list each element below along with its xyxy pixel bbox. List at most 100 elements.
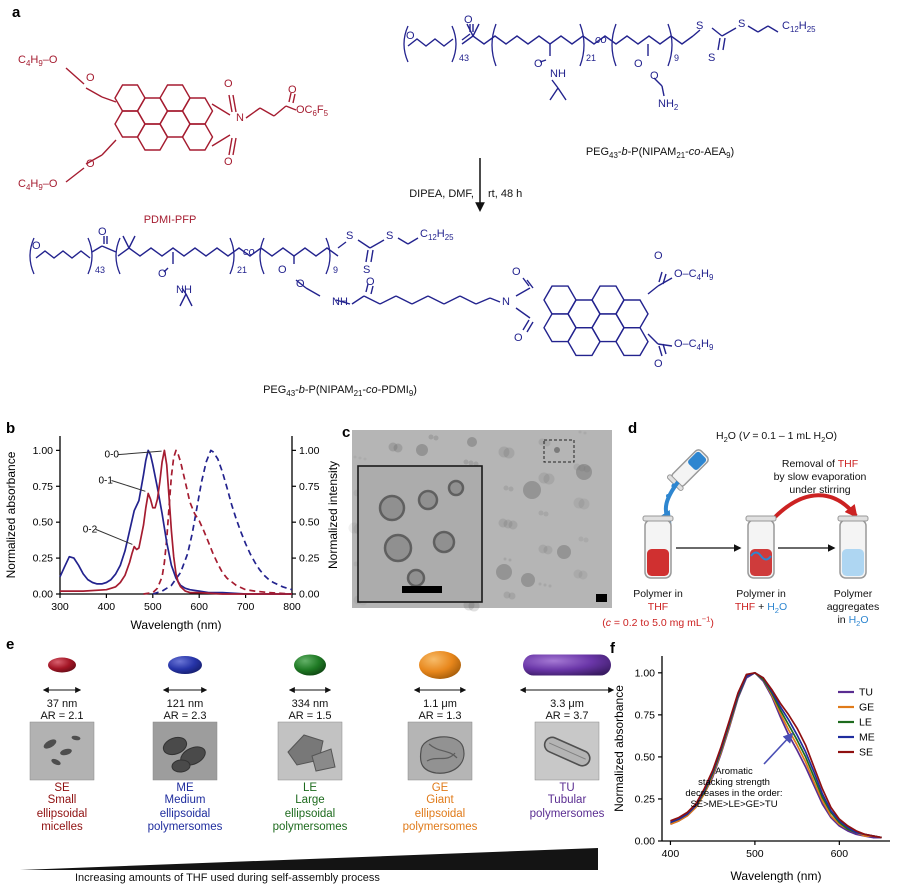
- atom-label-s: S: [346, 230, 354, 242]
- svg-text:300: 300: [51, 601, 69, 613]
- svg-text:Wavelength (nm): Wavelength (nm): [731, 869, 822, 883]
- atom-label-o: O: [512, 266, 521, 278]
- svg-text:Normalized absorbance: Normalized absorbance: [612, 685, 626, 812]
- water-addition-label: H2O (V = 0.1 – 1 mL H2O): [716, 430, 837, 445]
- uvvis-fluorescence-chart: 300 400 500 600 700 800 0.00 0.00 0.25 0.25 0.50 0.…: [4, 424, 340, 634]
- atom-label-o: O: [654, 358, 663, 370]
- svg-text:500: 500: [144, 601, 162, 613]
- svg-text:400: 400: [98, 601, 116, 613]
- atom-label-co: co: [595, 34, 607, 46]
- svg-text:600: 600: [831, 848, 849, 860]
- se-size-label: 37 nm: [46, 698, 78, 710]
- se-width-arrow: [42, 686, 82, 694]
- svg-text:0.00: 0.00: [299, 589, 320, 601]
- svg-text:1.00: 1.00: [33, 445, 54, 457]
- atom-label-o: O: [86, 158, 95, 170]
- atom-label-oc4h9: O–C4H9: [674, 338, 714, 353]
- svg-text:0.50: 0.50: [33, 517, 54, 529]
- le-aspect-ratio-label: AR = 1.5: [288, 710, 332, 722]
- atom-label-o: O: [86, 72, 95, 84]
- tu-tube-graphic: [523, 654, 611, 676]
- se-description: Small ellipsoidal micelles: [36, 794, 88, 834]
- atom-label-o: O: [32, 240, 41, 252]
- atom-label-o: O: [98, 226, 107, 238]
- se-tem-thumbnail: [29, 721, 95, 781]
- atom-label-s: S: [386, 230, 394, 242]
- atom-label-o: O: [650, 70, 659, 82]
- atom-label-o: O: [158, 268, 167, 280]
- tu-tem-thumbnail: [534, 721, 600, 781]
- se-aspect-ratio-label: AR = 2.1: [40, 710, 84, 722]
- ge-tem-thumbnail: [407, 721, 473, 781]
- tu-aspect-ratio-label: AR = 3.7: [545, 710, 589, 722]
- ge-ellipsoid-graphic: [419, 651, 461, 679]
- reaction-scheme-drawing: [29, 23, 779, 357]
- panel-label-b: b: [6, 420, 16, 437]
- atom-label-o: O: [288, 84, 297, 96]
- me-aspect-ratio-label: AR = 2.3: [163, 710, 207, 722]
- svg-text:0.00: 0.00: [33, 589, 54, 601]
- assembly-column-ge: 1.1 μm AR = 1.3 GE Giant ellipsoidal pol…: [385, 646, 495, 835]
- atom-label-o: O: [406, 30, 415, 42]
- atom-label-c12h25: C12H25: [420, 228, 454, 243]
- atom-label-o: O: [634, 58, 643, 70]
- svg-text:SE: SE: [859, 747, 873, 759]
- assembly-column-me: 121 nm AR = 2.3 ME Medium ellipsoidal po…: [130, 646, 240, 835]
- atom-label-n: N: [236, 112, 244, 124]
- tu-code-label: TU: [559, 782, 575, 794]
- atom-label-c4h9o: C4H9–O: [18, 54, 58, 69]
- me-width-arrow: [162, 686, 208, 694]
- le-width-arrow: [288, 686, 332, 694]
- panel-label-f: f: [610, 640, 615, 657]
- vial1-caption: Polymer in THF (c = 0.2 to 5.0 mg mL−1): [602, 588, 714, 629]
- panel-label-a: a: [12, 4, 21, 21]
- atom-label-n43: 43: [95, 265, 106, 275]
- me-tem-thumbnail: [152, 721, 218, 781]
- reactant2-name: PEG43-b-P(NIPAM21-co-AEA9): [585, 146, 735, 161]
- atom-label-o: O: [366, 276, 375, 288]
- le-size-label: 334 nm: [291, 698, 329, 710]
- se-ellipsoid-graphic: [48, 657, 76, 673]
- atom-label-n9: 9: [333, 265, 339, 275]
- vial3-caption: Polymer aggregates in H2O: [826, 588, 880, 629]
- tu-size-label: 3.3 μm: [550, 698, 584, 710]
- atom-label-o: O: [534, 58, 543, 70]
- svg-text:GE: GE: [859, 702, 874, 714]
- svg-text:0.25: 0.25: [635, 793, 656, 805]
- atom-label-n9: 9: [674, 53, 680, 63]
- panel-label-d: d: [628, 420, 638, 437]
- atom-label-nh2: NH2: [658, 98, 679, 113]
- svg-text:0.50: 0.50: [299, 517, 320, 529]
- vial2-caption: Polymer in THF + H2O: [734, 588, 788, 616]
- assembly-column-le: 334 nm AR = 1.5 LE Large ellipsoidal pol…: [255, 646, 365, 835]
- absorbance-comparison-chart: 400 500 600 0.00 0.25 0.50 0.75 1.00 Wavelength …: [612, 644, 900, 885]
- atom-label-o: O: [224, 156, 233, 168]
- le-code-label: LE: [302, 782, 318, 794]
- reaction-conditions-right: rt, 48 h: [488, 188, 523, 200]
- svg-text:TU: TU: [859, 687, 873, 699]
- ge-size-label: 1.1 μm: [423, 698, 457, 710]
- atom-label-n21: 21: [237, 265, 248, 275]
- svg-text:SE>ME>LE>GE>TU: SE>ME>LE>GE>TU: [690, 799, 777, 810]
- tem-micrograph: [348, 430, 612, 612]
- ge-code-label: GE: [431, 782, 449, 794]
- atom-label-nh: NH: [550, 68, 566, 80]
- svg-text:ME: ME: [859, 732, 875, 744]
- atom-label-n21: 21: [586, 53, 597, 63]
- svg-text:0-1: 0-1: [99, 476, 114, 487]
- me-code-label: ME: [176, 782, 194, 794]
- ge-aspect-ratio-label: AR = 1.3: [418, 710, 462, 722]
- svg-text:800: 800: [283, 601, 301, 613]
- atom-label-o: O: [224, 78, 233, 90]
- svg-text:600: 600: [190, 601, 208, 613]
- atom-label-s: S: [708, 52, 716, 64]
- atom-label-n43: 43: [459, 53, 470, 63]
- le-tem-thumbnail: [277, 721, 343, 781]
- thf-removal-label: Removal of THF by slow evaporation under s…: [773, 458, 867, 497]
- svg-text:0.75: 0.75: [33, 481, 54, 493]
- atom-label-s: S: [363, 264, 371, 276]
- panel-label-c: c: [342, 424, 351, 441]
- svg-text:Normalized absorbance: Normalized absorbance: [4, 451, 18, 578]
- atom-label-o: O: [278, 264, 287, 276]
- svg-text:Normalized intensity: Normalized intensity: [326, 461, 340, 569]
